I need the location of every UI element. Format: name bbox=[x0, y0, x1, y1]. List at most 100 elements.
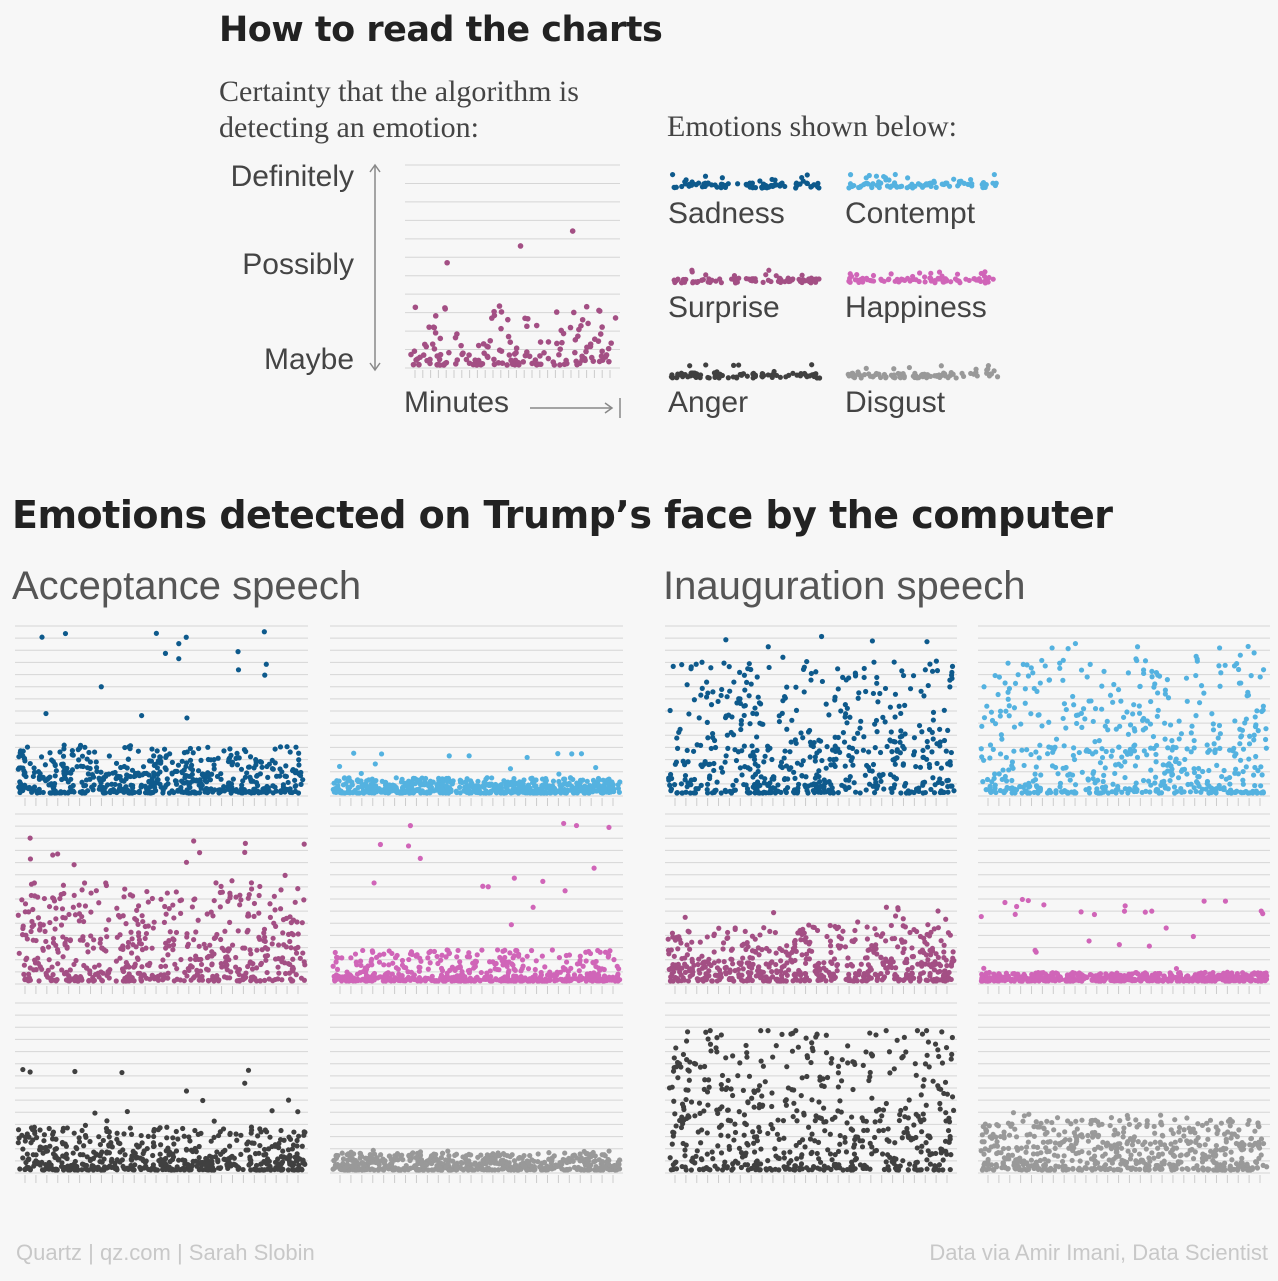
point bbox=[53, 942, 59, 948]
point bbox=[872, 745, 878, 751]
point bbox=[354, 971, 361, 977]
point bbox=[238, 766, 245, 772]
point bbox=[123, 921, 129, 927]
point bbox=[919, 729, 925, 735]
point bbox=[169, 759, 175, 765]
point bbox=[857, 725, 863, 731]
point bbox=[139, 1140, 145, 1146]
point bbox=[151, 1133, 157, 1140]
point bbox=[698, 762, 704, 768]
point bbox=[445, 775, 452, 781]
legend-point bbox=[749, 181, 755, 187]
point bbox=[598, 1167, 604, 1173]
point bbox=[277, 773, 283, 779]
point bbox=[818, 633, 825, 640]
point bbox=[605, 345, 612, 352]
point bbox=[431, 346, 438, 352]
point bbox=[135, 748, 141, 754]
point bbox=[222, 928, 228, 934]
legend-point bbox=[705, 180, 711, 186]
point bbox=[79, 1127, 85, 1134]
point bbox=[164, 1135, 170, 1141]
point bbox=[217, 889, 223, 896]
point bbox=[149, 945, 155, 951]
legend-point bbox=[793, 181, 799, 187]
point bbox=[916, 788, 922, 794]
point bbox=[823, 789, 829, 795]
point bbox=[528, 947, 535, 954]
point bbox=[871, 659, 877, 665]
point bbox=[128, 929, 134, 935]
point bbox=[251, 913, 257, 919]
point bbox=[198, 757, 204, 763]
point bbox=[385, 970, 391, 976]
point bbox=[150, 779, 156, 785]
point bbox=[505, 333, 512, 340]
point bbox=[529, 360, 535, 367]
point bbox=[238, 897, 244, 903]
point bbox=[248, 974, 254, 980]
point bbox=[693, 661, 699, 667]
point bbox=[294, 919, 300, 925]
point bbox=[233, 1131, 239, 1137]
point bbox=[91, 937, 97, 943]
point bbox=[407, 823, 414, 829]
point bbox=[709, 730, 716, 737]
legend-point bbox=[905, 175, 911, 181]
point bbox=[196, 943, 202, 949]
point bbox=[76, 902, 82, 908]
point bbox=[216, 977, 222, 983]
point bbox=[165, 952, 171, 958]
point bbox=[162, 963, 169, 969]
point bbox=[161, 746, 168, 752]
point bbox=[96, 900, 102, 906]
point bbox=[114, 905, 120, 911]
point bbox=[81, 962, 87, 969]
point bbox=[502, 947, 508, 953]
point bbox=[261, 938, 267, 944]
point bbox=[351, 1159, 357, 1165]
legend-point bbox=[778, 181, 784, 187]
point bbox=[794, 760, 801, 766]
point bbox=[293, 972, 299, 978]
point bbox=[517, 978, 523, 984]
point bbox=[882, 685, 889, 692]
point bbox=[117, 932, 123, 938]
point bbox=[242, 1080, 248, 1086]
point bbox=[288, 978, 295, 984]
point bbox=[714, 779, 720, 785]
point bbox=[276, 942, 282, 948]
point bbox=[153, 630, 159, 636]
point bbox=[117, 1140, 123, 1147]
point bbox=[614, 963, 620, 969]
point bbox=[832, 743, 838, 749]
point bbox=[724, 694, 730, 700]
point bbox=[684, 682, 690, 688]
point bbox=[561, 361, 568, 368]
point bbox=[828, 762, 834, 768]
panel-acceptance-happiness bbox=[330, 813, 623, 994]
point bbox=[497, 782, 503, 789]
point bbox=[103, 771, 109, 778]
point bbox=[285, 961, 291, 967]
point bbox=[52, 761, 58, 768]
point bbox=[257, 883, 263, 890]
point bbox=[334, 778, 340, 784]
point bbox=[178, 956, 184, 963]
point bbox=[562, 888, 568, 894]
point bbox=[121, 894, 127, 900]
point bbox=[580, 777, 586, 783]
point bbox=[498, 309, 505, 315]
point bbox=[254, 773, 260, 779]
point bbox=[746, 790, 752, 796]
point bbox=[61, 1164, 68, 1171]
point bbox=[485, 884, 491, 890]
point bbox=[708, 665, 714, 671]
point bbox=[196, 850, 203, 856]
point bbox=[59, 906, 66, 912]
point bbox=[410, 361, 417, 368]
point bbox=[40, 789, 46, 796]
point bbox=[920, 780, 926, 786]
point bbox=[397, 975, 403, 981]
point bbox=[332, 1164, 338, 1171]
